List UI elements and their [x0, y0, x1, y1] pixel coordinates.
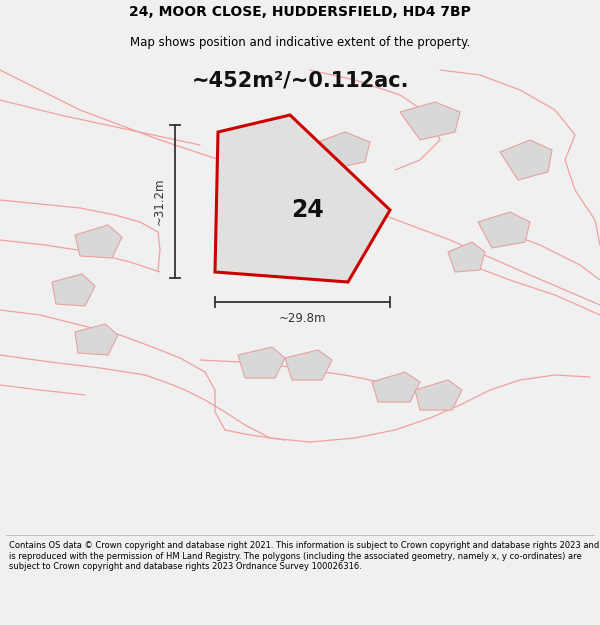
- Polygon shape: [285, 350, 332, 380]
- Text: 24, MOOR CLOSE, HUDDERSFIELD, HD4 7BP: 24, MOOR CLOSE, HUDDERSFIELD, HD4 7BP: [129, 5, 471, 19]
- Text: Contains OS data © Crown copyright and database right 2021. This information is : Contains OS data © Crown copyright and d…: [9, 541, 599, 571]
- Polygon shape: [478, 212, 530, 248]
- Polygon shape: [415, 380, 462, 410]
- Polygon shape: [75, 225, 122, 258]
- Polygon shape: [52, 274, 95, 306]
- Polygon shape: [500, 140, 552, 180]
- Text: Map shows position and indicative extent of the property.: Map shows position and indicative extent…: [130, 36, 470, 49]
- Text: ~31.2m: ~31.2m: [152, 177, 166, 225]
- Polygon shape: [215, 115, 390, 282]
- Text: ~452m²/~0.112ac.: ~452m²/~0.112ac.: [191, 70, 409, 90]
- Polygon shape: [75, 324, 118, 355]
- Text: 24: 24: [291, 198, 323, 222]
- Polygon shape: [448, 242, 485, 272]
- Polygon shape: [400, 102, 460, 140]
- Polygon shape: [372, 372, 420, 402]
- Polygon shape: [310, 132, 370, 168]
- Polygon shape: [238, 347, 285, 378]
- Text: ~29.8m: ~29.8m: [279, 311, 326, 324]
